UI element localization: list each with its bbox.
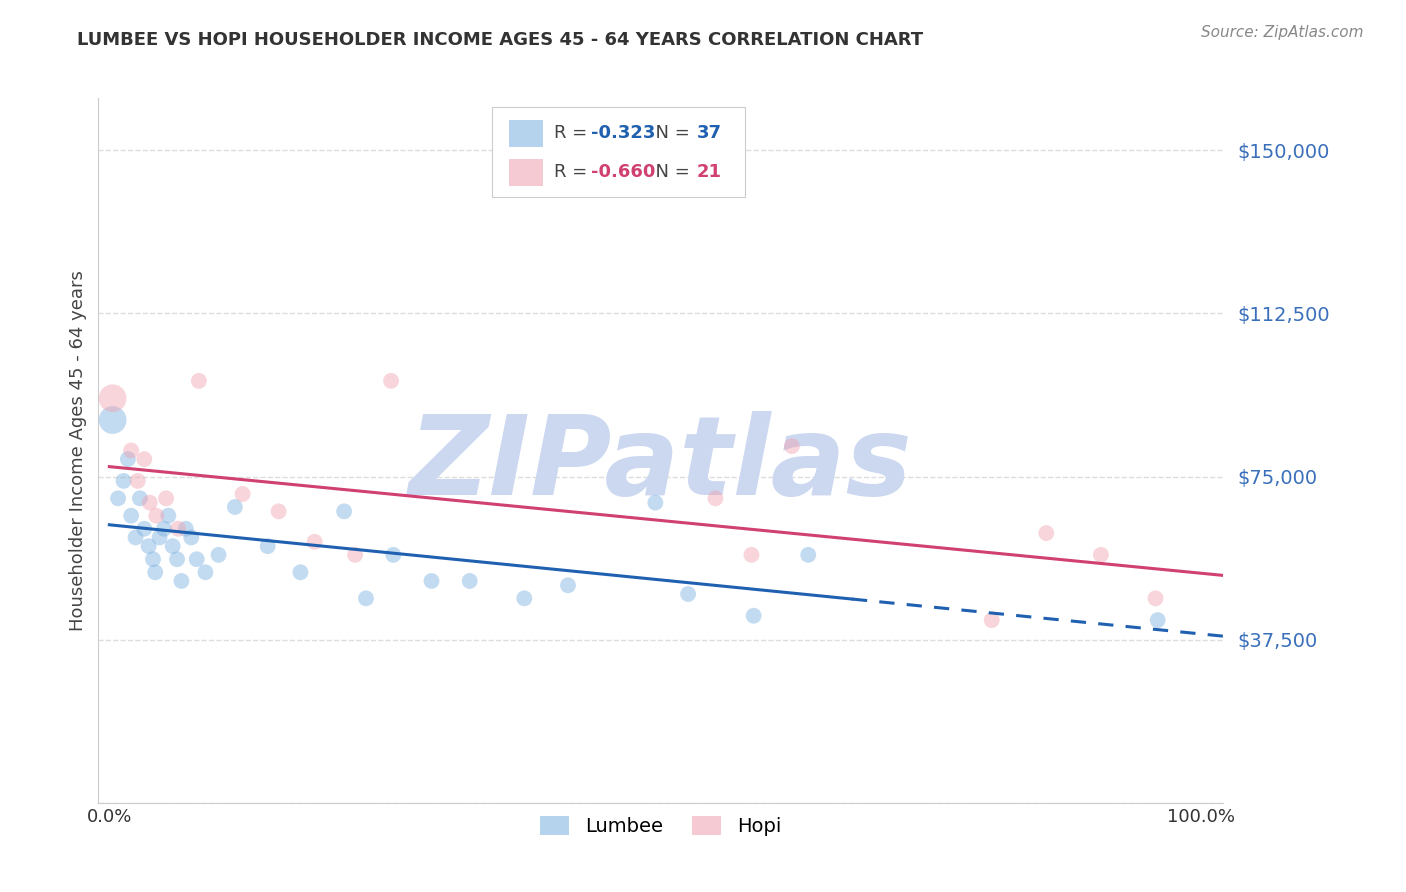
Point	[1090, 548, 1112, 562]
Point	[256, 539, 278, 553]
Legend: Lumbee, Hopi: Lumbee, Hopi	[533, 808, 789, 844]
Point	[194, 566, 217, 580]
Text: N =: N =	[644, 163, 696, 181]
Point	[187, 374, 209, 388]
Point	[170, 574, 193, 588]
Point	[129, 491, 152, 506]
Point	[157, 508, 180, 523]
Point	[120, 443, 142, 458]
Y-axis label: Householder Income Ages 45 - 64 years: Householder Income Ages 45 - 64 years	[69, 270, 87, 631]
Point	[174, 522, 197, 536]
Point	[704, 491, 727, 506]
Point	[207, 548, 229, 562]
Point	[333, 504, 356, 518]
Text: 21: 21	[697, 163, 721, 181]
Point	[162, 539, 184, 553]
Point	[380, 374, 402, 388]
FancyBboxPatch shape	[492, 106, 745, 197]
Point	[167, 522, 190, 536]
Point	[513, 591, 536, 606]
Point	[458, 574, 481, 588]
Point	[354, 591, 377, 606]
Point	[344, 548, 367, 562]
Text: R =: R =	[554, 124, 593, 143]
Point	[101, 391, 124, 405]
Point	[101, 413, 124, 427]
Text: N =: N =	[644, 124, 696, 143]
Point	[107, 491, 129, 506]
Point	[142, 552, 165, 566]
Text: LUMBEE VS HOPI HOUSEHOLDER INCOME AGES 45 - 64 YEARS CORRELATION CHART: LUMBEE VS HOPI HOUSEHOLDER INCOME AGES 4…	[77, 31, 924, 49]
Text: -0.323: -0.323	[591, 124, 655, 143]
Point	[120, 508, 142, 523]
FancyBboxPatch shape	[509, 120, 543, 147]
Point	[267, 504, 290, 518]
Point	[124, 531, 146, 545]
Point	[134, 522, 156, 536]
Point	[138, 539, 160, 553]
Point	[232, 487, 254, 501]
Point	[304, 534, 326, 549]
Point	[180, 531, 202, 545]
Point	[148, 531, 170, 545]
Point	[1146, 613, 1168, 627]
Point	[780, 439, 803, 453]
Point	[117, 452, 139, 467]
Point	[153, 522, 176, 536]
Point	[166, 552, 188, 566]
Point	[143, 566, 166, 580]
Point	[112, 474, 135, 488]
Point	[145, 508, 167, 523]
Point	[644, 496, 666, 510]
Point	[155, 491, 177, 506]
Text: 37: 37	[697, 124, 721, 143]
FancyBboxPatch shape	[509, 159, 543, 186]
Point	[134, 452, 156, 467]
Point	[127, 474, 149, 488]
Text: -0.660: -0.660	[591, 163, 655, 181]
Point	[797, 548, 820, 562]
Point	[676, 587, 699, 601]
Point	[742, 608, 765, 623]
Text: Source: ZipAtlas.com: Source: ZipAtlas.com	[1201, 25, 1364, 40]
Point	[557, 578, 579, 592]
Point	[290, 566, 312, 580]
Point	[224, 500, 246, 514]
Point	[420, 574, 443, 588]
Point	[139, 496, 162, 510]
Point	[1144, 591, 1167, 606]
Point	[740, 548, 762, 562]
Text: ZIPatlas: ZIPatlas	[409, 411, 912, 518]
Point	[980, 613, 1002, 627]
Point	[382, 548, 405, 562]
Point	[186, 552, 208, 566]
Point	[1035, 526, 1057, 541]
Text: R =: R =	[554, 163, 593, 181]
